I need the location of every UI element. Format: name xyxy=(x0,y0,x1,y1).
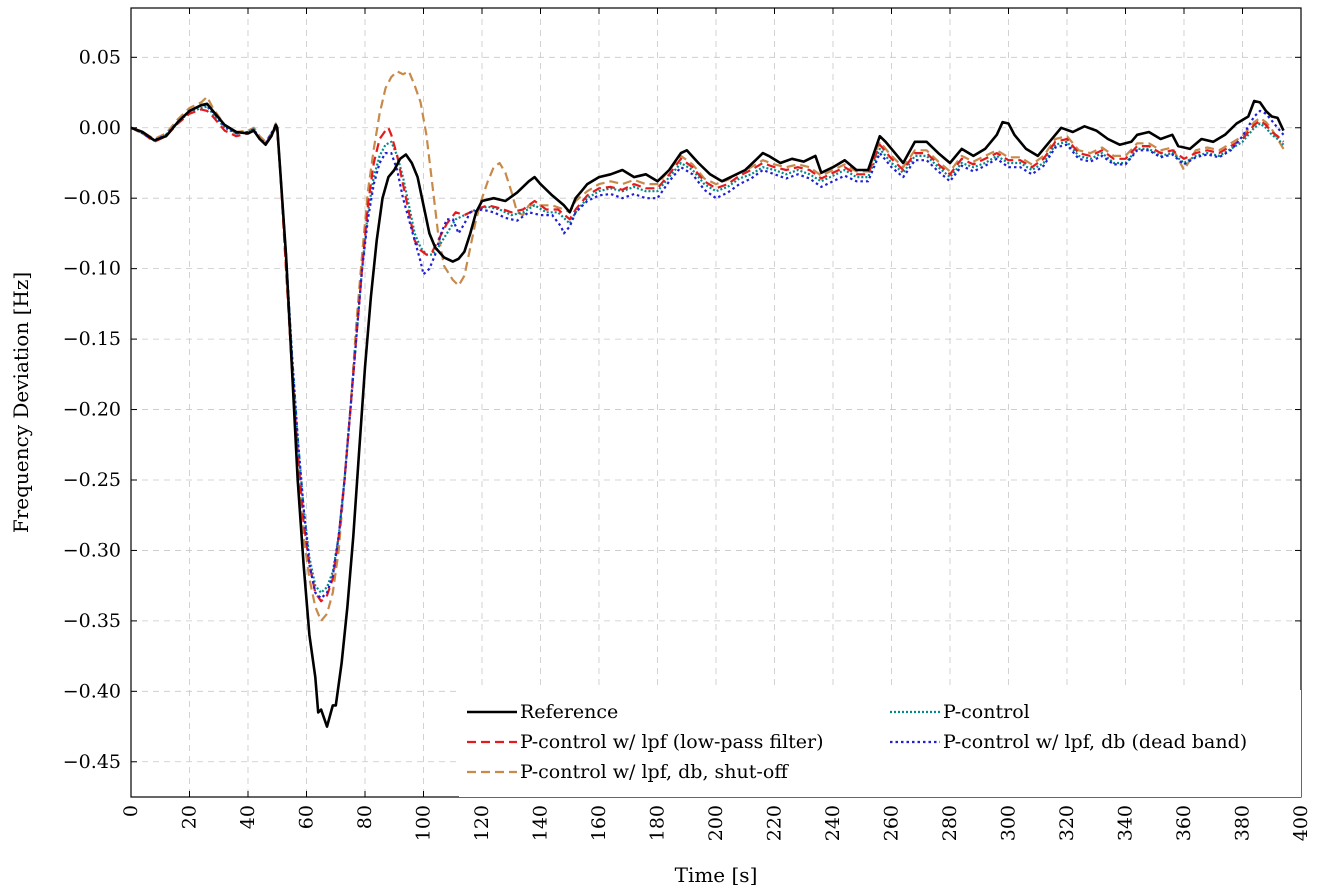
x-tick-label: 40 xyxy=(237,805,259,829)
legend: Reference P-control P-control w/ lpf (low-… xyxy=(459,690,1301,797)
x-tick-label: 100 xyxy=(413,805,435,841)
x-tick-label: 200 xyxy=(705,805,727,841)
y-tick-label: −0.30 xyxy=(63,539,121,561)
x-tick-label: 60 xyxy=(296,805,318,829)
x-tick-label: 140 xyxy=(530,805,552,841)
y-tick-label: −0.40 xyxy=(63,680,121,702)
y-tick-label: −0.20 xyxy=(63,399,121,421)
series-line-0 xyxy=(130,99,1285,728)
y-tick-label: −0.45 xyxy=(63,751,121,773)
x-tick-label: 320 xyxy=(1056,805,1078,841)
x-tick-label: 260 xyxy=(881,805,903,841)
y-tick-label: −0.35 xyxy=(63,610,121,632)
x-tick-label: 300 xyxy=(998,805,1020,841)
legend-label-1: P-control xyxy=(943,701,1030,723)
y-tick-label: −0.05 xyxy=(63,187,121,209)
y-axis-title: Frequency Deviation [Hz] xyxy=(9,272,33,533)
x-tick-label: 240 xyxy=(822,805,844,841)
y-tick-label: −0.15 xyxy=(63,328,121,350)
x-tick-label: 360 xyxy=(1173,805,1195,841)
legend-label-2: P-control w/ lpf (low-pass filter) xyxy=(520,731,824,753)
legend-label-0: Reference xyxy=(520,701,618,723)
x-tick-label: 380 xyxy=(1232,805,1254,841)
x-tick-label: 220 xyxy=(764,805,786,841)
x-axis-title: Time [s] xyxy=(675,863,758,887)
x-tick-label: 280 xyxy=(939,805,961,841)
legend-label-3: P-control w/ lpf, db (dead band) xyxy=(943,731,1247,753)
series-line-3 xyxy=(130,104,1285,600)
x-tick-label: 0 xyxy=(120,805,142,817)
y-tick-label: −0.25 xyxy=(63,469,121,491)
x-tick-label: 160 xyxy=(588,805,610,841)
x-tick-label: 180 xyxy=(647,805,669,841)
series-layer xyxy=(130,70,1285,728)
y-tick-label: 0.00 xyxy=(79,117,121,139)
x-tick-label: 340 xyxy=(1115,805,1137,841)
x-tick-label: 400 xyxy=(1290,805,1312,841)
x-tick-label: 120 xyxy=(471,805,493,841)
legend-label-4: P-control w/ lpf, db, shut-off xyxy=(520,761,789,783)
legend-box xyxy=(459,690,1301,797)
tick-labels: 0 20 40 60 80 100 120 140 160 180 200 220 240 260 280 3… xyxy=(63,46,1312,841)
y-tick-label: 0.05 xyxy=(79,46,121,68)
x-tick-label: 80 xyxy=(354,805,376,829)
y-tick-label: −0.10 xyxy=(63,258,121,280)
x-tick-label: 20 xyxy=(179,805,201,829)
